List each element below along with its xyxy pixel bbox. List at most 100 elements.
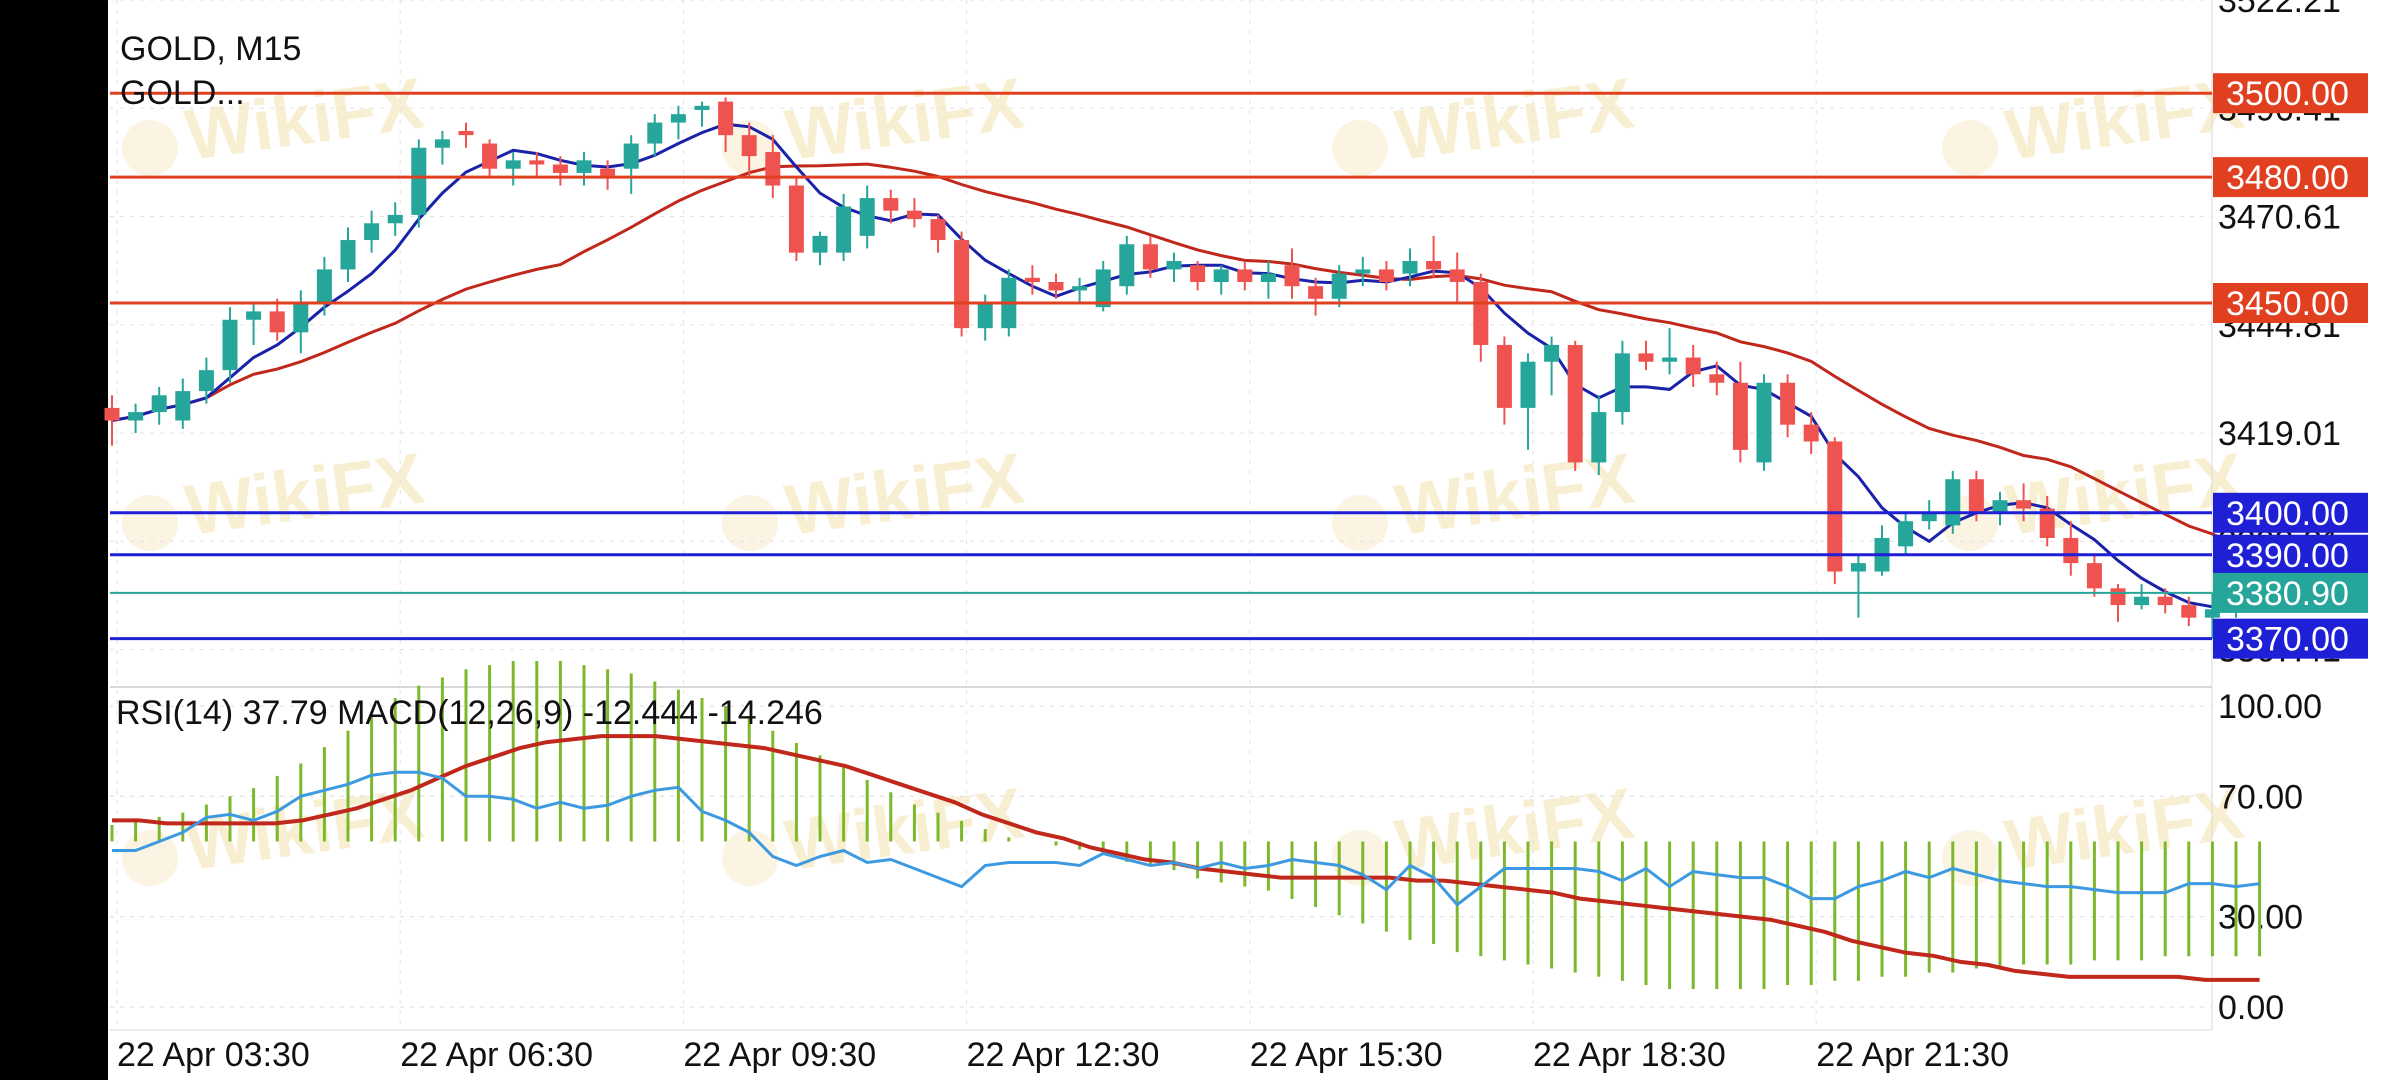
candle-body [1921,512,1937,522]
candle-body [1048,282,1064,291]
rsi-line [112,770,2260,907]
candle-body [765,151,781,186]
level-tag-3390.00 [2213,534,2368,575]
candle-body [364,223,380,241]
candle-body [883,198,899,211]
candle-body [2086,563,2102,589]
candle-body [1449,269,1465,283]
time-axis-label: 22 Apr 06:30 [400,1036,593,1074]
watermark-text: WikiFX [180,439,428,552]
candle-body [1850,563,1866,572]
left-black-margin [0,0,108,1080]
watermark-logo-icon [122,495,178,551]
candle-body [175,391,191,421]
candle-body [1756,382,1772,463]
candle-body [505,160,521,169]
candle-body [2039,508,2055,538]
candle-body [930,219,946,241]
level-tag-3370.00 [2213,618,2368,659]
candles [104,97,2291,639]
candle-body [2134,596,2150,606]
candle-body [1284,265,1300,287]
time-axis-label: 22 Apr 18:30 [1533,1036,1726,1074]
candle-body [694,105,710,110]
candle-body [2204,609,2220,618]
level-tag-3380.90 [2213,572,2368,613]
candle-body [104,407,120,421]
candle-body [1496,344,1512,408]
candle-body [977,302,993,329]
candle-body [411,147,427,215]
candle-body [1355,269,1371,274]
candle-body [1732,382,1748,450]
candle-body [316,269,332,303]
candle-body [647,122,663,144]
candle-body [269,311,285,333]
watermark-logo-icon [1942,830,1998,886]
candle-body [128,412,144,421]
time-axis-label: 22 Apr 03:30 [117,1036,310,1074]
candle-body [1803,424,1819,442]
time-axis-label: 22 Apr 21:30 [1816,1036,2009,1074]
candle-body [836,206,852,253]
level-tag-text: 3400.00 [2226,495,2349,533]
candle-body [1685,357,1701,375]
watermark-logo-icon [1332,120,1388,176]
ma-slow-line [111,162,2284,562]
level-tag-text: 3390.00 [2226,537,2349,575]
candle-body [2016,500,2032,509]
candle-body [1213,269,1229,283]
candle-body [458,130,474,136]
watermark-text: WikiFX [180,774,428,887]
level-tag-3500.00 [2213,73,2368,114]
candle-body [623,143,639,169]
candle-body [1331,273,1347,299]
candle-body [1827,441,1843,572]
watermark-text: WikiFX [780,64,1028,177]
level-tag-3400.00 [2213,492,2368,533]
candle-body [246,311,262,320]
level-tag-text: 3500.00 [2226,75,2349,113]
candle-body [151,395,167,413]
level-tag-3450.00 [2213,282,2368,323]
symbol-timeframe-label: GOLD, M15 [120,30,302,68]
candle-body [1260,273,1276,283]
watermark-logo-icon [122,830,178,886]
candle-body [222,319,238,371]
candle-body [1095,269,1111,308]
candle-body [198,370,214,392]
candle-body [1142,244,1158,270]
price-tick-label: 3419.01 [2218,415,2341,453]
candle-body [600,168,616,178]
candle-body [2181,605,2197,618]
watermark-logo-icon [1332,495,1388,551]
watermark-text: WikiFX [2000,64,2248,177]
symbol-short-label: GOLD... [120,74,245,112]
watermark-text: WikiFX [780,439,1028,552]
candle-body [1709,374,1725,383]
candle-body [1662,357,1678,362]
candle-body [1567,344,1583,463]
candle-body [718,101,734,136]
price-tick-label: 3522.21 [2218,0,2341,20]
candle-body [293,302,309,333]
candle-body [1992,500,2008,513]
candle-body [1308,286,1324,299]
candle-body [1591,412,1607,463]
watermark-logo-icon [122,120,178,176]
time-axis-label: 22 Apr 09:30 [683,1036,876,1074]
candle-body [670,114,686,123]
candle-body [340,240,356,270]
candle-body [954,240,970,329]
candle-body [1237,269,1253,283]
candle-body [906,210,922,220]
candle-body [1166,261,1182,270]
watermark-text: WikiFX [1390,64,1638,177]
candle-body [2157,596,2173,606]
candle-body [1072,286,1088,291]
watermark-logo-icon [722,830,778,886]
candle-body [1780,382,1796,425]
time-axis-label: 22 Apr 15:30 [1250,1036,1443,1074]
time-axis-label: 22 Apr 12:30 [967,1036,1160,1074]
